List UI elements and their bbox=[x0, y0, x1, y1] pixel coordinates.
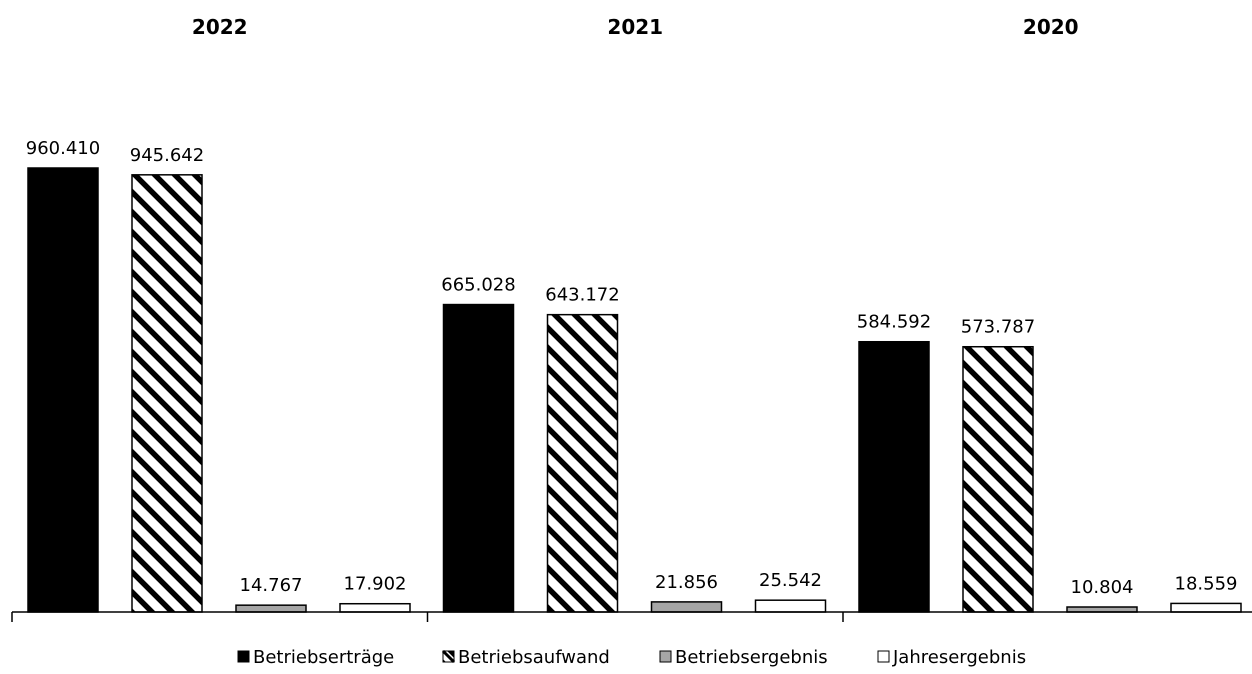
bar-jahresergebnis-2020 bbox=[1170, 602, 1242, 613]
group-title-2020: 2020 bbox=[1023, 15, 1079, 39]
data-label-jahresergebnis-2020: 18.559 bbox=[1175, 573, 1238, 594]
bar-jahresergebnis-2022 bbox=[339, 602, 411, 613]
legend-swatch-jahresergebnis bbox=[877, 650, 890, 663]
bar-betriebsaufwand-2021 bbox=[546, 313, 619, 613]
data-label-betriebsaufwand-2021: 643.172 bbox=[545, 285, 619, 306]
data-label-betriebsergebnis-2020: 10.804 bbox=[1071, 577, 1134, 598]
legend-swatch-betriebsergebnis bbox=[659, 650, 672, 663]
legend-swatch-betriebserträge bbox=[237, 650, 250, 663]
data-label-jahresergebnis-2021: 25.542 bbox=[759, 570, 822, 591]
legend-swatch-hatch bbox=[441, 649, 456, 664]
data-label-betriebserträge-2020: 584.592 bbox=[857, 312, 931, 333]
legend: Betriebserträge Betriebsaufwand Betriebser… bbox=[237, 647, 1026, 668]
data-label-betriebserträge-2021: 665.028 bbox=[441, 275, 515, 296]
data-label-betriebsaufwand-2022: 945.642 bbox=[130, 145, 204, 166]
bar-betriebsergebnis-2022 bbox=[235, 604, 307, 613]
legend-label-betriebsergebnis: Betriebsergebnis bbox=[675, 647, 828, 668]
group-title-2022: 2022 bbox=[192, 15, 248, 39]
group-title-2021: 2021 bbox=[607, 15, 663, 39]
legend-label-betriebsaufwand: Betriebsaufwand bbox=[458, 647, 610, 668]
bar-betriebsaufwand-2020 bbox=[962, 345, 1034, 613]
data-label-betriebserträge-2022: 960.410 bbox=[26, 138, 100, 159]
bar-betriebserträge-2022 bbox=[27, 167, 99, 613]
bar-betriebsaufwand-2022 bbox=[131, 174, 203, 613]
bar-betriebserträge-2021 bbox=[442, 303, 515, 613]
data-label-betriebsergebnis-2022: 14.767 bbox=[240, 575, 303, 596]
legend-label-betriebserträge: Betriebserträge bbox=[253, 647, 394, 668]
data-label-betriebsergebnis-2021: 21.856 bbox=[655, 572, 718, 593]
data-label-betriebsaufwand-2020: 573.787 bbox=[961, 317, 1035, 338]
data-label-jahresergebnis-2022: 17.902 bbox=[344, 574, 407, 595]
legend-label-jahresergebnis: Jahresergebnis bbox=[892, 647, 1026, 668]
bar-jahresergebnis-2021 bbox=[754, 599, 827, 613]
bar-betriebserträge-2020 bbox=[858, 340, 930, 613]
bar-betriebsergebnis-2021 bbox=[650, 601, 723, 613]
